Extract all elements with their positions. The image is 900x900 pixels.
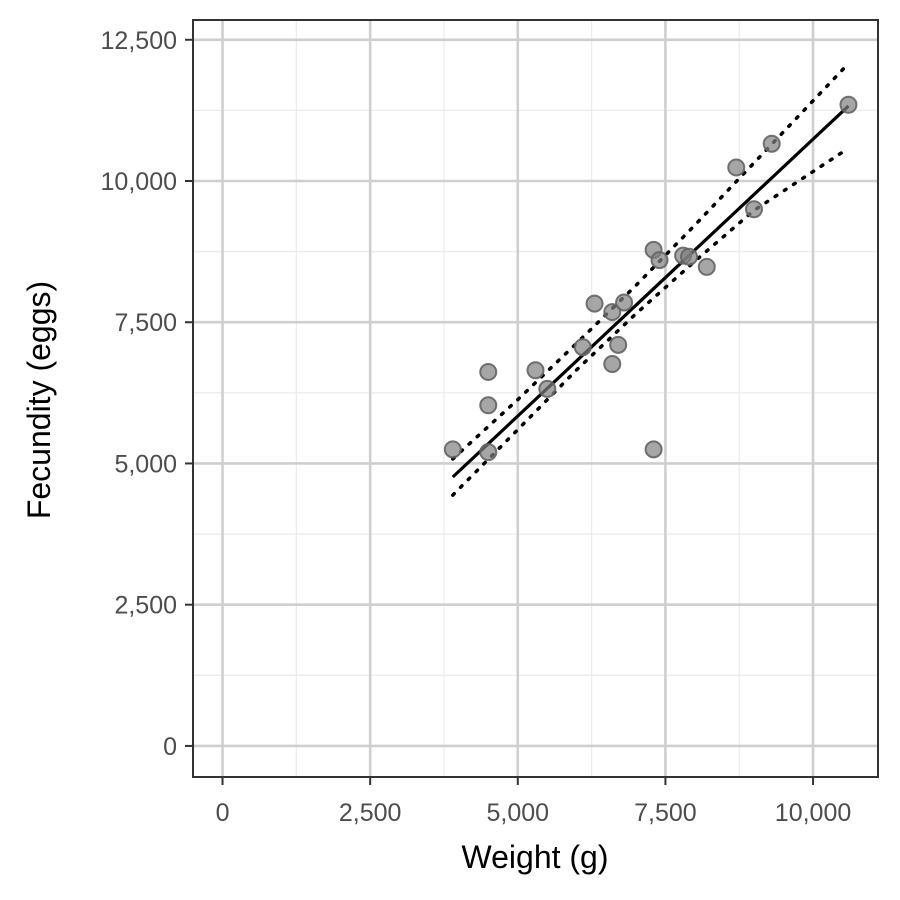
data-points bbox=[443, 95, 858, 462]
data-point bbox=[609, 335, 628, 354]
data-point bbox=[650, 251, 669, 270]
plot-panel-border bbox=[192, 19, 879, 778]
y-tick-label: 10,000 bbox=[101, 168, 177, 196]
confidence-interval-lines bbox=[451, 61, 851, 497]
y-tick-label: 0 bbox=[163, 733, 177, 761]
minor-gridlines bbox=[193, 20, 878, 777]
x-axis-title: Weight (g) bbox=[461, 839, 608, 875]
data-point bbox=[585, 294, 604, 313]
data-point bbox=[526, 361, 545, 380]
data-point bbox=[479, 362, 498, 381]
y-axis-ticks: 0 2,500 5,000 7,500 10,000 12,500 bbox=[101, 27, 193, 761]
data-point bbox=[644, 440, 663, 459]
x-tick-label: 5,000 bbox=[487, 799, 550, 827]
x-axis-ticks: 0 2,500 5,000 7,500 10,000 bbox=[216, 777, 851, 827]
data-point bbox=[479, 396, 498, 415]
data-point bbox=[839, 95, 858, 114]
data-point bbox=[443, 440, 462, 459]
x-tick-label: 7,500 bbox=[634, 799, 697, 827]
y-tick-label: 5,000 bbox=[114, 450, 177, 478]
data-point bbox=[727, 158, 746, 177]
data-point bbox=[603, 355, 622, 374]
x-tick-label: 10,000 bbox=[775, 799, 851, 827]
data-point bbox=[697, 257, 716, 276]
data-point bbox=[680, 247, 699, 266]
data-point bbox=[538, 379, 557, 398]
data-point bbox=[744, 200, 763, 219]
y-tick-label: 12,500 bbox=[101, 27, 177, 55]
data-point bbox=[479, 443, 498, 462]
y-tick-label: 7,500 bbox=[114, 309, 177, 337]
data-point bbox=[762, 134, 781, 153]
ci-upper-line bbox=[451, 61, 851, 461]
x-tick-label: 2,500 bbox=[339, 799, 402, 827]
major-gridlines bbox=[193, 20, 878, 777]
x-tick-label: 0 bbox=[216, 799, 230, 827]
data-point bbox=[603, 303, 622, 322]
y-tick-label: 2,500 bbox=[114, 592, 177, 620]
regression-fit bbox=[451, 104, 850, 479]
data-point bbox=[615, 293, 634, 312]
fit-line bbox=[451, 104, 850, 479]
y-axis-title: Fecundity (eggs) bbox=[21, 281, 57, 519]
data-point bbox=[573, 338, 592, 357]
